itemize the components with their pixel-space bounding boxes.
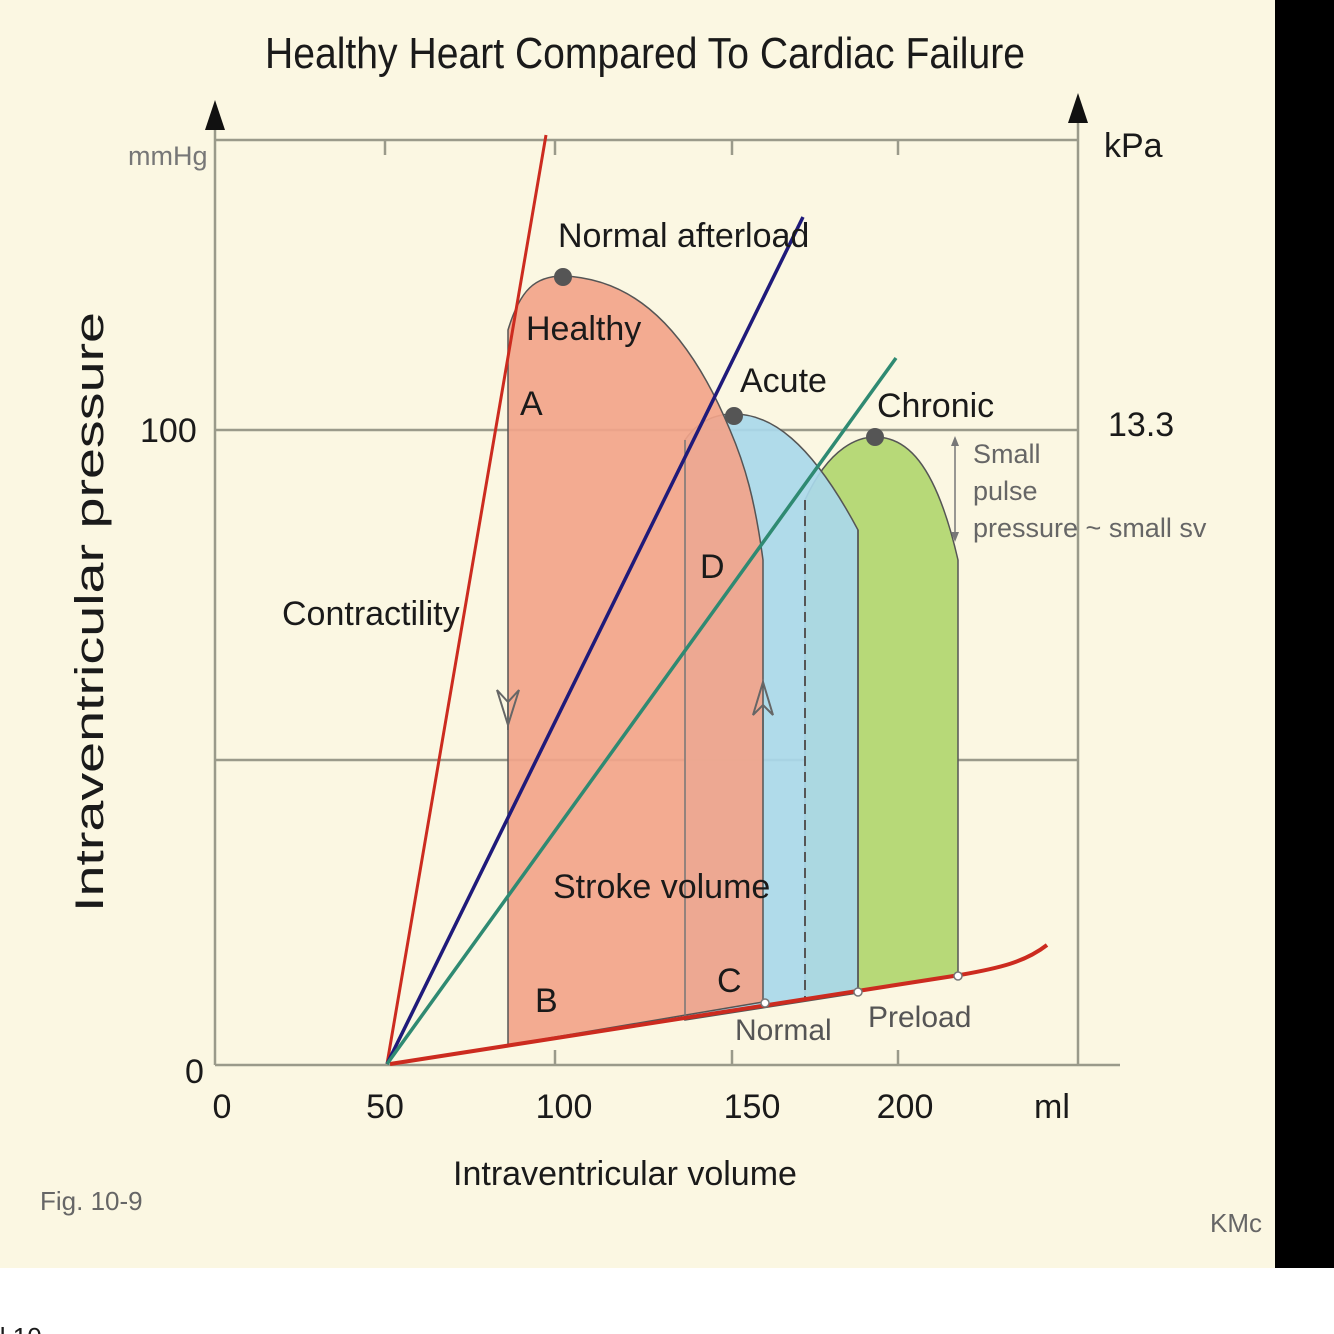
point-b-label: B <box>535 982 558 1020</box>
small-pulse-line1: Small <box>973 439 1041 469</box>
preload-point-acute <box>853 987 863 997</box>
healthy-peak-dot <box>554 268 572 286</box>
y-tick-0: 0 <box>185 1053 204 1091</box>
preload-point-normal <box>760 998 770 1008</box>
right-black-band <box>1275 0 1334 1268</box>
down-arrow-icon <box>496 689 520 729</box>
healthy-label: Healthy <box>526 310 641 348</box>
figure-title: Healthy Heart Compared To Cardiac Failur… <box>265 29 1025 78</box>
chronic-label: Chronic <box>877 387 994 425</box>
normal-afterload-label: Normal afterload <box>558 217 809 255</box>
chronic-peak-dot <box>866 428 884 446</box>
preload-point-chronic <box>953 971 963 981</box>
y-axis-title: Intraventricular pressure <box>68 312 112 912</box>
y-tick-100: 100 <box>140 412 197 450</box>
up-arrow-icon <box>752 678 774 716</box>
contractility-line <box>385 134 548 1065</box>
preload-label: Preload <box>868 1001 971 1034</box>
chronic-afterload-line <box>385 356 898 1066</box>
bottom-white-strip <box>0 1268 1334 1334</box>
x-unit-label: ml <box>1034 1088 1070 1126</box>
right-unit-label: kPa <box>1104 127 1163 165</box>
point-d-label: D <box>700 548 725 586</box>
bottom-caption: ll 10 <box>0 1322 42 1334</box>
x-tick-0: 0 <box>213 1088 232 1126</box>
point-a-label: A <box>520 385 543 423</box>
figure-number: Fig. 10-9 <box>40 1186 143 1216</box>
right-axis-arrow-icon <box>1068 93 1088 123</box>
stroke-volume-label: Stroke volume <box>553 868 770 906</box>
healthy-loop <box>507 275 764 1046</box>
x-tick-100: 100 <box>536 1088 593 1126</box>
credit-label: KMc <box>1210 1208 1262 1238</box>
left-axis-arrow-icon <box>205 100 225 130</box>
contractility-label: Contractility <box>282 595 460 633</box>
small-pulse-line3: pressure ~ small sv <box>973 513 1207 543</box>
normal-preload-label: Normal <box>735 1014 832 1047</box>
left-unit-label: mmHg <box>128 141 208 171</box>
x-tick-50: 50 <box>366 1088 404 1126</box>
small-pulse-line2: pulse <box>973 476 1038 506</box>
point-c-label: C <box>717 962 742 1000</box>
bracket-up-arrow-icon <box>951 436 959 446</box>
acute-label: Acute <box>740 362 827 400</box>
x-tick-150: 150 <box>724 1088 781 1126</box>
x-tick-200: 200 <box>877 1088 934 1126</box>
bracket-down-arrow-icon <box>951 532 959 542</box>
acute-peak-dot <box>725 407 743 425</box>
x-axis-title: Intraventricular volume <box>453 1155 797 1193</box>
normal-afterload-line <box>385 216 805 1065</box>
right-tick-13-3: 13.3 <box>1108 406 1174 444</box>
